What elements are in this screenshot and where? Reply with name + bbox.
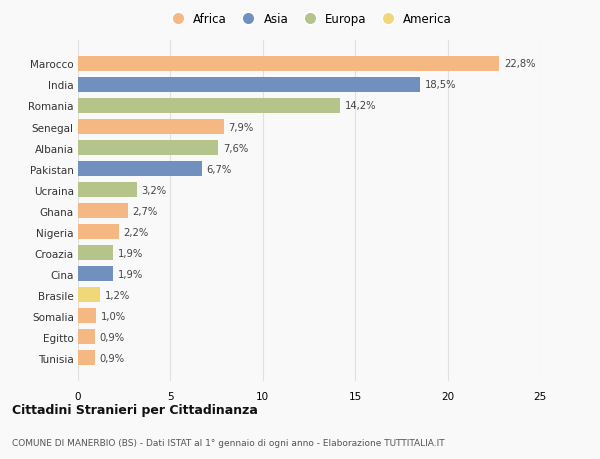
Bar xyxy=(78,120,224,135)
Text: COMUNE DI MANERBIO (BS) - Dati ISTAT al 1° gennaio di ogni anno - Elaborazione T: COMUNE DI MANERBIO (BS) - Dati ISTAT al … xyxy=(12,438,445,447)
Text: 14,2%: 14,2% xyxy=(345,101,377,111)
Bar xyxy=(78,224,119,240)
Bar xyxy=(78,99,340,114)
Bar xyxy=(78,330,95,345)
Text: 6,7%: 6,7% xyxy=(206,164,232,174)
Bar xyxy=(78,246,113,261)
Legend: Africa, Asia, Europa, America: Africa, Asia, Europa, America xyxy=(163,10,455,30)
Bar xyxy=(78,204,128,218)
Text: Cittadini Stranieri per Cittadinanza: Cittadini Stranieri per Cittadinanza xyxy=(12,403,258,416)
Bar xyxy=(78,287,100,302)
Text: 2,7%: 2,7% xyxy=(133,206,158,216)
Bar xyxy=(78,140,218,156)
Text: 18,5%: 18,5% xyxy=(425,80,456,90)
Bar xyxy=(78,350,95,365)
Text: 1,9%: 1,9% xyxy=(118,248,143,258)
Text: 22,8%: 22,8% xyxy=(504,59,535,69)
Bar xyxy=(78,267,113,282)
Text: 7,9%: 7,9% xyxy=(229,122,254,132)
Bar xyxy=(78,183,137,198)
Text: 1,0%: 1,0% xyxy=(101,311,126,321)
Text: 0,9%: 0,9% xyxy=(99,353,124,363)
Text: 1,9%: 1,9% xyxy=(118,269,143,279)
Bar xyxy=(78,57,499,72)
Text: 0,9%: 0,9% xyxy=(99,332,124,342)
Bar xyxy=(78,78,420,93)
Text: 2,2%: 2,2% xyxy=(123,227,149,237)
Text: 7,6%: 7,6% xyxy=(223,143,248,153)
Text: 1,2%: 1,2% xyxy=(105,290,130,300)
Text: 3,2%: 3,2% xyxy=(142,185,167,195)
Bar xyxy=(78,162,202,177)
Bar xyxy=(78,308,97,324)
